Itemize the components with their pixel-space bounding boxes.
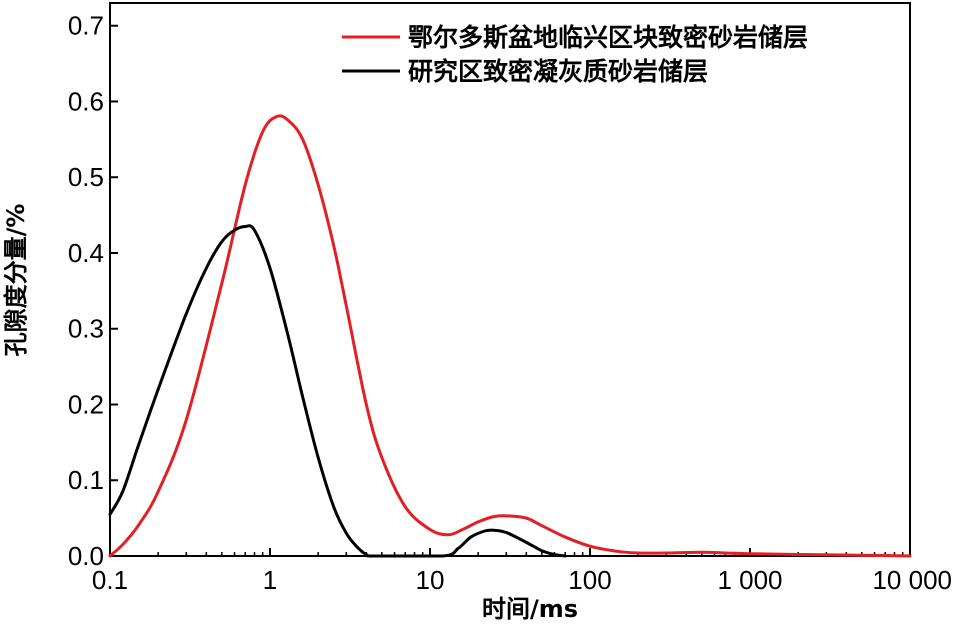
y-tick-label: 0.4 xyxy=(68,238,104,268)
y-tick-label: 0.0 xyxy=(68,541,104,571)
y-tick-label: 0.1 xyxy=(68,465,104,495)
y-tick-label: 0.6 xyxy=(68,86,104,116)
y-axis-label: 孔隙度分量/% xyxy=(2,204,30,357)
y-tick-label: 0.5 xyxy=(68,162,104,192)
x-tick-label: 0.1 xyxy=(92,565,128,595)
y-tick-label: 0.2 xyxy=(68,389,104,419)
x-tick-label: 1 xyxy=(263,565,277,595)
y-axis-ticks: 0.0 0.1 0.2 0.3 0.4 0.5 0.6 0.7 xyxy=(68,11,118,571)
y-tick-label: 0.7 xyxy=(68,11,104,41)
legend-label-0: 鄂尔多斯盆地临兴区块致密砂岩储层 xyxy=(408,23,808,52)
series-line-0 xyxy=(108,114,912,558)
plot-frame xyxy=(109,2,911,557)
y-tick-label: 0.3 xyxy=(68,314,104,344)
x-tick-label: 100 xyxy=(568,565,611,595)
legend-label-1: 研究区致密凝灰质砂岩储层 xyxy=(408,57,708,86)
x-tick-label: 10 xyxy=(416,565,445,595)
x-axis-label: 时间/ms xyxy=(482,595,578,623)
x-tick-label: 10 000 xyxy=(872,565,952,595)
series-layer xyxy=(108,114,912,558)
x-axis-ticks: 0.1 1 10 100 1 000 10 000 xyxy=(92,548,952,595)
series-line-1 xyxy=(108,224,567,558)
x-tick-label: 1 000 xyxy=(717,565,782,595)
